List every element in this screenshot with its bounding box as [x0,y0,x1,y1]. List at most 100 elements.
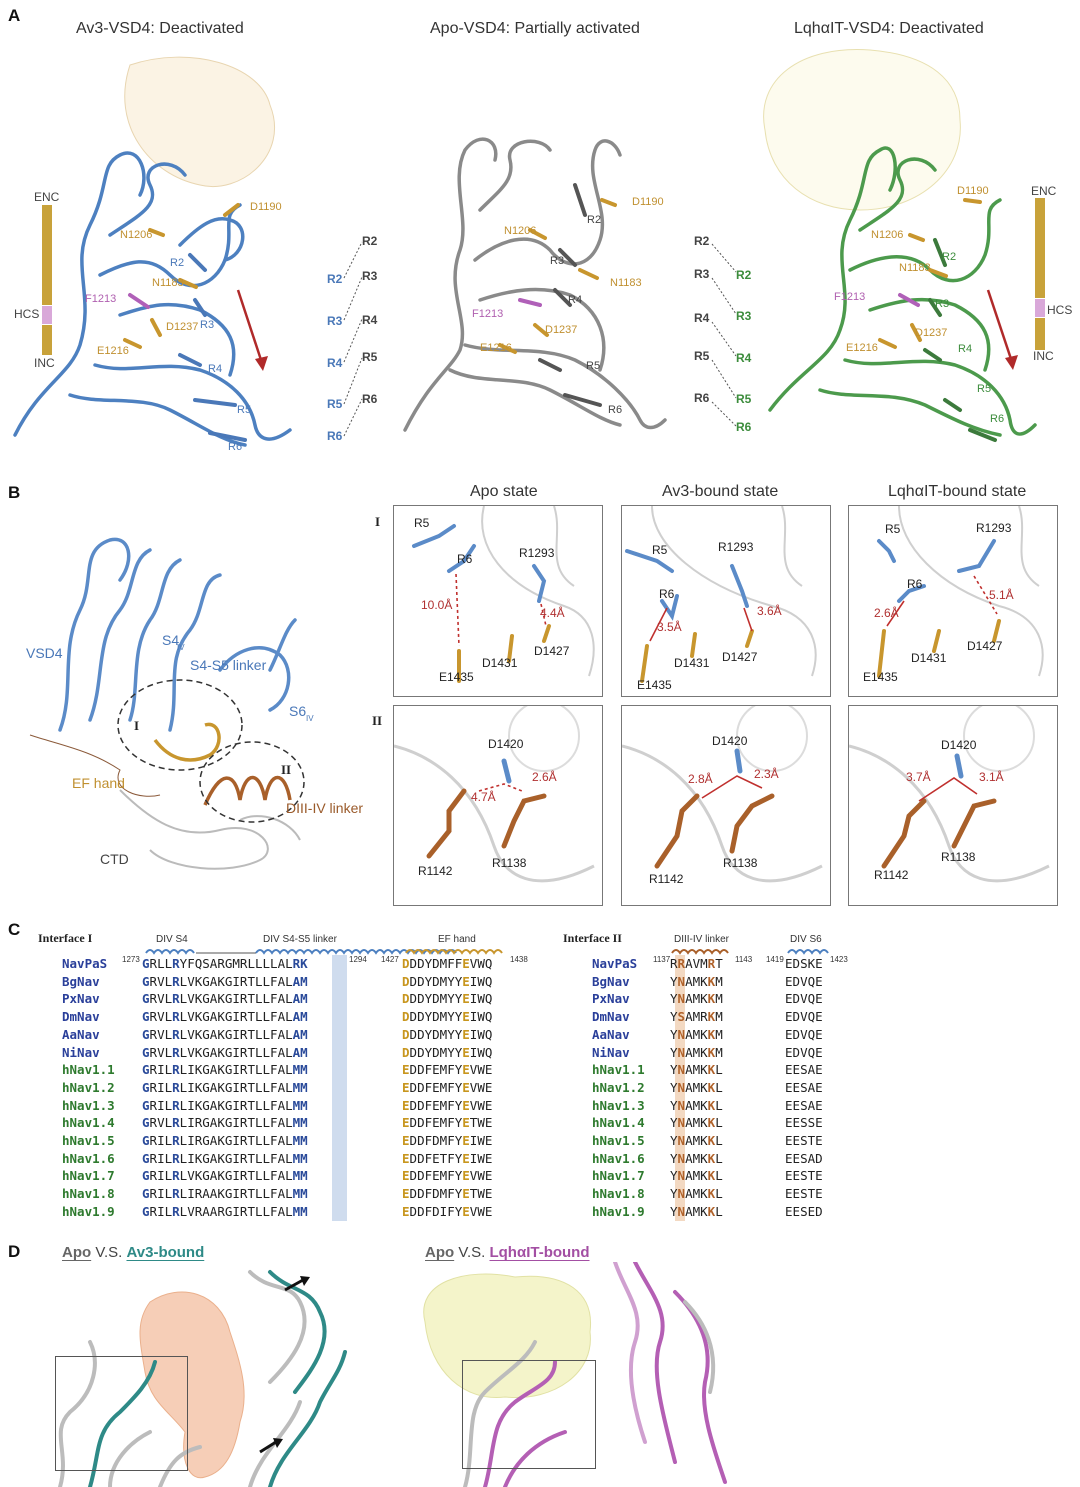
seq-div-s6: EESTE [785,1168,823,1184]
map-right-target-r6: R6 [736,420,752,434]
ov-s6: S6 [289,703,307,719]
box-i-av3-e1435: E1435 [637,678,672,692]
vs-right: V.S. [454,1244,490,1261]
mapping-lines-right [711,243,737,427]
apo-link-left: Apo [62,1244,92,1261]
species-name-interface-ii: PxNav [592,991,630,1007]
res-r5-mid: R5 [586,360,601,372]
species-name: hNav1.7 [62,1168,115,1184]
seq-diii-iv-linker: YNAMKKM [670,991,723,1007]
hdr-ef-hand: EF hand [438,934,476,945]
box-i-lqhait-dist2: 5.1Å [989,588,1014,602]
panel-d-label: D [8,1242,21,1261]
map-left-r2: R2 [362,234,378,248]
box-i-av3-r1293: R1293 [718,540,754,554]
species-name-interface-ii: hNav1.2 [592,1079,645,1095]
species-name-interface-ii: BgNav [592,973,630,989]
secondary-structure-track [145,949,829,955]
res-e1216-mid: E1216 [480,342,512,354]
sup-1423: 1423 [830,955,848,964]
map-left-r3: R3 [362,269,378,283]
seq-div-s6: EESAE [785,1097,823,1113]
seq-ef-hand: EDDFETFYEIWE [402,1150,493,1166]
seq-diii-iv-linker: YNAMKKM [670,973,723,989]
apo-vsd4-structure [403,137,667,432]
species-name: hNav1.5 [62,1133,115,1148]
seq-ef-hand: EDDFEMFYEVWE [402,1097,493,1113]
res-r6-mid: R6 [608,404,623,416]
seq-diii-iv-linker: RRAVMRT [670,956,723,971]
res-r2-left: R2 [170,257,185,269]
res-r4-right: R4 [958,343,973,355]
box-i-lqhait: R5 R6 R1293 E1435 D1431 D1427 2.6Å 5.1Å [848,505,1058,697]
av3-overlay-structure [58,1270,347,1487]
seq-diii-iv-linker: YNAMKKL [670,1097,723,1113]
seq-diii-iv-linker: YNAMKKL [670,1062,723,1078]
sup-1143: 1143 [735,955,753,964]
seq-div-s4-s5: GRLLRYFQSARGMRLLLLALRK [142,956,308,971]
box-ii-lqhait-dist1: 3.7Å [906,770,931,784]
seq-div-s4-s5: GRILRLVRAARGIRTLLFALMM [142,1203,308,1219]
species-name-interface-ii: hNav1.9 [592,1203,645,1219]
seq-diii-iv-linker: YNAMKKM [670,1044,723,1060]
map-left-target-r2: R2 [327,272,343,286]
ov-ctd: CTD [100,851,129,867]
seq-div-s6: EESAE [785,1062,823,1078]
seq-diii-iv-linker: YNAMKKL [670,1150,723,1166]
box-ii-apo-dist2: 2.6Å [532,770,557,784]
res-n1206-left: N1206 [120,229,153,241]
overview-structure [29,537,305,870]
seq-div-s4-s5: GRILRLIRAAKGIRTLLFALMM [142,1186,308,1202]
apo-link-right: Apo [425,1244,455,1261]
res-r3-left: R3 [200,319,215,331]
box-ii-lqhait-r1138: R1138 [941,850,976,864]
hdr-diii-iv: DIII-IV linker [674,934,730,945]
res-d1190-right: D1190 [957,185,989,197]
hcs-bar-left [42,306,52,324]
ov-s4-sub: IV [177,643,185,652]
panel-a-title-right: LqhαIT-VSD4: Deactivated [794,20,984,37]
seq-ef-hand: EDDFDIFYEVWE [402,1203,493,1219]
res-r5-right: R5 [977,383,992,395]
mapping-lines-left [343,241,363,437]
seq-div-s6: EESAE [785,1079,823,1095]
ov-vsd4: VSD4 [26,645,63,661]
ov-s4s5-linker: S4-S5 linker [190,657,267,673]
box-i-lqhait-r1293: R1293 [976,521,1012,535]
enc-bar-right [1035,198,1045,298]
seq-ef-hand: EDDFEMFYEVWE [402,1062,493,1078]
box-i-lqhait-d1431: D1431 [911,651,947,665]
box-i-av3-r5: R5 [652,543,668,557]
seq-div-s4-s5: GRILRLIRGAKGIRTLLFALMM [142,1133,308,1148]
res-r6-right: R6 [990,413,1005,425]
seq-div-s6: EESSE [785,1115,823,1131]
box-i-apo: R5 R6 R1293 E1435 D1431 D1427 10.0Å 4.4Å [393,505,603,697]
species-name: BgNav [62,973,100,989]
res-r2-right: R2 [942,251,957,263]
res-r3-right: R3 [935,298,950,310]
seq-div-s6: EDVQE [785,991,823,1007]
box-ii-apo-dist1: 4.7Å [471,790,496,804]
sup-1273: 1273 [122,955,140,964]
box-i-apo-dist2: 4.4Å [540,606,565,620]
species-name: DmNav [62,1009,100,1025]
interface-i-title: Interface I [38,931,93,945]
ov-interface-ii: II [281,762,292,777]
inc-label-left: INC [34,356,55,370]
seq-div-s4-s5: GRVLRLVKGAKGIRTLLFALAM [142,1026,308,1042]
zoom-box-right [462,1360,596,1469]
seq-diii-iv-linker: YSAMRKM [670,1009,723,1025]
seq-diii-iv-linker: YNAMKKL [670,1186,723,1202]
res-d1190-left: D1190 [250,201,282,213]
enc-bar-left [42,205,52,305]
av3-bound-link: Av3-bound [126,1244,205,1261]
res-r5-left: R5 [237,404,252,416]
seq-div-s6: EDVQE [785,1009,823,1025]
map-right-target-r2: R2 [736,268,752,282]
box-i-apo-d1427: D1427 [534,644,570,658]
seq-div-s4-s5: GRILRLIKGAKGIRTLLFALMM [142,1079,308,1095]
box-ii-av3: D1420 R1142 R1138 2.8Å 2.3Å [621,705,831,906]
box-ii-av3-r1138: R1138 [723,856,758,870]
species-name: hNav1.2 [62,1079,115,1095]
res-f1213-left: F1213 [85,293,117,305]
